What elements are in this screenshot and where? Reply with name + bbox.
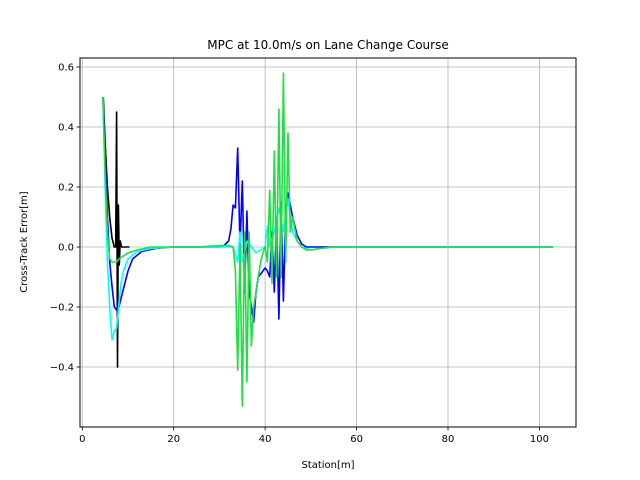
y-tick-label: −0.2 xyxy=(50,303,74,314)
series-line-1 xyxy=(102,96,130,368)
y-tick-label: 0.0 xyxy=(58,243,74,254)
chart-title: MPC at 10.0m/s on Lane Change Course xyxy=(207,38,448,52)
y-tick-label: −0.4 xyxy=(50,363,74,374)
y-axis-label: Cross-Track Error[m] xyxy=(19,191,30,292)
x-tick-label: 20 xyxy=(167,434,180,445)
x-axis-label: Station[m] xyxy=(301,460,354,471)
y-tick-label: 0.4 xyxy=(58,123,74,134)
plot-area-frame xyxy=(79,57,577,428)
x-tick-label: 80 xyxy=(442,434,455,445)
x-tick-label: 100 xyxy=(530,434,549,445)
series-line-2 xyxy=(102,96,554,323)
data-series xyxy=(102,72,554,407)
x-tick-label: 0 xyxy=(79,434,85,445)
x-tick-label: 60 xyxy=(350,434,363,445)
y-tick-label: 0.6 xyxy=(58,63,74,74)
x-tick-label: 40 xyxy=(259,434,272,445)
series-line-4 xyxy=(102,72,554,407)
axis-ticks: 0 20 40 60 80 100 −0.4 −0.2 0.0 0.2 0.4 0.6 xyxy=(50,63,549,446)
y-tick-label: 0.2 xyxy=(58,183,74,194)
